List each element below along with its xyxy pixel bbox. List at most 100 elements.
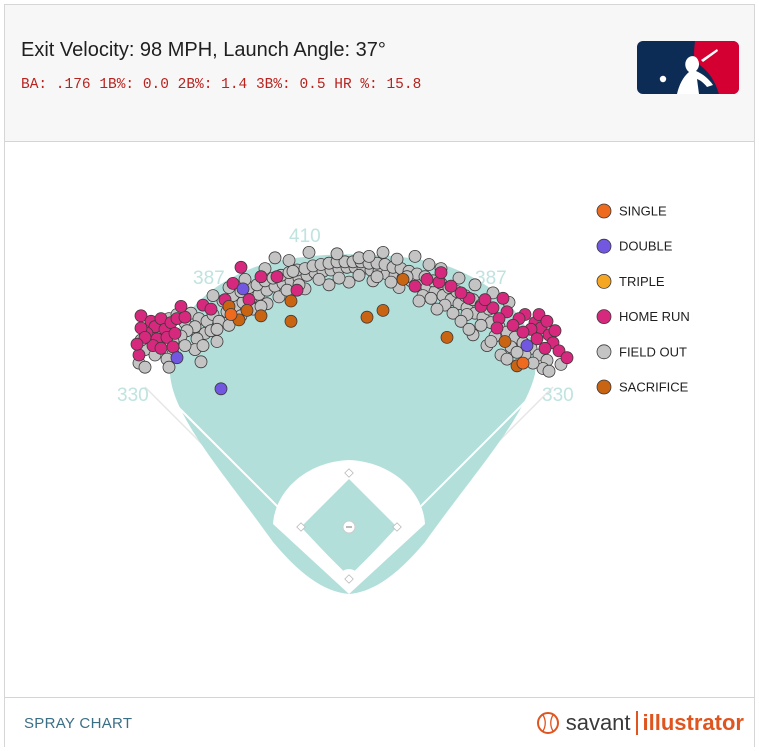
point-home-run[interactable]	[548, 324, 562, 338]
point-home-run[interactable]	[478, 293, 492, 307]
point-field-out[interactable]	[210, 322, 224, 336]
point-sacrifice[interactable]	[240, 303, 254, 317]
pitchers-rubber	[346, 526, 352, 528]
point-single[interactable]	[224, 308, 238, 321]
point-home-run[interactable]	[132, 348, 146, 362]
point-home-run[interactable]	[168, 326, 182, 340]
point-field-out[interactable]	[332, 271, 346, 285]
point-home-run[interactable]	[420, 272, 434, 286]
point-home-run[interactable]	[496, 291, 510, 305]
distance-label-left-center: 387	[193, 268, 225, 289]
third-base	[296, 522, 306, 532]
point-home-run[interactable]	[444, 279, 458, 293]
distance-label-left-line: 330	[117, 385, 149, 406]
point-field-out[interactable]	[384, 275, 398, 289]
point-field-out[interactable]	[408, 250, 422, 263]
point-field-out[interactable]	[362, 250, 376, 263]
spray-chart-card: Exit Velocity: 98 MPH, Launch Angle: 37°…	[4, 4, 755, 748]
point-field-out[interactable]	[370, 270, 384, 284]
point-home-run[interactable]	[254, 270, 268, 284]
point-field-out[interactable]	[206, 289, 220, 303]
point-home-run[interactable]	[174, 299, 188, 313]
distance-label-right-center: 387	[475, 268, 507, 289]
point-home-run[interactable]	[454, 286, 468, 300]
home-plate	[344, 574, 354, 584]
point-field-out[interactable]	[500, 352, 514, 366]
point-field-out[interactable]	[268, 251, 282, 265]
point-field-out[interactable]	[474, 318, 488, 332]
point-single[interactable]	[516, 356, 530, 370]
point-field-out[interactable]	[468, 278, 482, 292]
point-double[interactable]	[170, 351, 184, 365]
legend-label-field-out: FIELD OUT	[619, 344, 687, 359]
point-sacrifice[interactable]	[376, 303, 390, 317]
point-field-out[interactable]	[302, 246, 316, 259]
point-home-run[interactable]	[538, 341, 552, 355]
point-home-run[interactable]	[560, 351, 574, 365]
point-home-run[interactable]	[490, 321, 504, 335]
point-home-run[interactable]	[530, 332, 544, 346]
brand-illustrator-text: illustrator	[642, 710, 744, 735]
point-home-run[interactable]	[506, 318, 520, 332]
point-field-out[interactable]	[542, 364, 556, 378]
point-home-run[interactable]	[178, 310, 192, 324]
point-field-out[interactable]	[424, 291, 438, 305]
point-field-out[interactable]	[322, 278, 336, 292]
distance-labels: 330 387 410 387 330	[117, 226, 574, 406]
point-home-run[interactable]	[154, 341, 168, 355]
point-sacrifice[interactable]	[254, 309, 268, 323]
point-sacrifice[interactable]	[498, 335, 512, 348]
left-foul-line	[164, 393, 350, 579]
point-field-out[interactable]	[312, 272, 326, 286]
point-field-out[interactable]	[178, 339, 192, 353]
point-field-out[interactable]	[412, 294, 426, 308]
savant-illustrator-brand[interactable]: savant illustrator	[536, 708, 744, 738]
point-sacrifice[interactable]	[284, 314, 298, 328]
point-home-run[interactable]	[234, 260, 248, 274]
chart-legend: SINGLE DOUBLE TRIPLE HOME RUN FIELD OUT SACRI…	[596, 204, 690, 395]
point-sacrifice[interactable]	[440, 330, 454, 344]
point-double[interactable]	[214, 382, 228, 396]
legend-marker-field-out	[596, 344, 612, 360]
point-sacrifice[interactable]	[396, 272, 410, 286]
point-home-run[interactable]	[242, 293, 256, 307]
point-home-run[interactable]	[204, 302, 218, 316]
point-field-out[interactable]	[422, 258, 436, 271]
point-home-run[interactable]	[270, 270, 284, 284]
point-home-run[interactable]	[434, 266, 448, 280]
point-field-out[interactable]	[454, 314, 468, 328]
point-field-out[interactable]	[282, 254, 296, 267]
point-home-run[interactable]	[166, 340, 180, 354]
point-field-out[interactable]	[138, 360, 152, 374]
point-field-out[interactable]	[162, 360, 176, 374]
point-home-run[interactable]	[226, 276, 240, 290]
point-field-out[interactable]	[446, 306, 460, 320]
legend-label-home-run: HOME RUN	[619, 309, 690, 324]
legend-marker-home-run	[596, 309, 612, 325]
chart-header: Exit Velocity: 98 MPH, Launch Angle: 37°…	[5, 5, 754, 142]
point-home-run[interactable]	[540, 314, 554, 328]
point-sacrifice[interactable]	[360, 310, 374, 324]
point-home-run[interactable]	[516, 325, 530, 339]
point-home-run[interactable]	[408, 279, 422, 293]
point-field-out[interactable]	[196, 339, 210, 353]
point-field-out[interactable]	[452, 271, 466, 285]
point-field-out[interactable]	[510, 345, 524, 359]
brand-divider	[635, 711, 638, 735]
point-double[interactable]	[520, 339, 534, 353]
point-field-out[interactable]	[330, 247, 344, 261]
legend-marker-double	[596, 238, 612, 254]
point-home-run[interactable]	[290, 283, 304, 297]
point-field-out[interactable]	[390, 252, 404, 266]
point-field-out[interactable]	[484, 335, 498, 348]
point-double[interactable]	[236, 282, 250, 296]
point-field-out[interactable]	[352, 268, 366, 282]
point-field-out[interactable]	[286, 264, 300, 278]
point-home-run[interactable]	[130, 337, 144, 351]
point-sacrifice[interactable]	[284, 294, 298, 308]
point-field-out[interactable]	[462, 322, 476, 336]
point-field-out[interactable]	[210, 335, 224, 348]
point-field-out[interactable]	[430, 302, 444, 316]
point-field-out[interactable]	[194, 355, 208, 369]
point-field-out[interactable]	[376, 246, 390, 259]
